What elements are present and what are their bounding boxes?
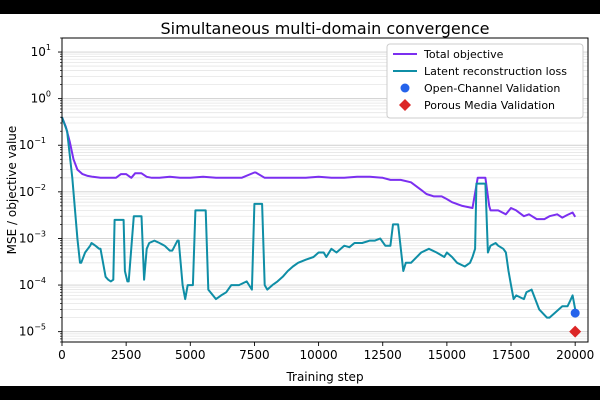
series-line-total-objective — [61, 116, 577, 221]
x-tick-label: 12500 — [364, 348, 402, 362]
legend-box — [386, 43, 584, 119]
y-tick-label: 100 — [31, 90, 51, 106]
legend-swatch — [399, 99, 411, 111]
x-tick-label: 17500 — [492, 348, 530, 362]
y-tick-label: 10−2 — [19, 183, 46, 199]
y-tick-label: 10−4 — [19, 276, 46, 292]
validation-marker-porous-media — [569, 325, 582, 338]
y-axis: 10−5 10−4 10−3 10−2 10−1 100 101 — [19, 37, 62, 343]
validation-marker-open-channel — [570, 308, 580, 318]
legend-label: Open-Channel Validation — [424, 82, 560, 95]
plot-frame — [61, 37, 589, 343]
legend: Total objective Latent reconstruction los… — [386, 43, 584, 119]
legend-label: Latent reconstruction loss — [424, 65, 567, 78]
x-tick-label: 20000 — [556, 348, 594, 362]
x-axis-label: Training step — [285, 370, 363, 384]
x-axis: 0 2500 5000 7500 10000 12500 15000 17500 20000 — [58, 342, 594, 362]
x-tick-label: 7500 — [239, 348, 270, 362]
series-layer — [61, 116, 582, 338]
series-line-latent-reconstruction-loss — [61, 116, 577, 319]
x-tick-label: 15000 — [428, 348, 466, 362]
x-tick-label: 5000 — [175, 348, 206, 362]
y-tick-label: 10−1 — [19, 136, 46, 152]
legend-swatch — [400, 83, 410, 93]
y-tick-label: 101 — [31, 43, 51, 59]
x-tick-label: 10000 — [299, 348, 337, 362]
y-axis-label: MSE / objective value — [5, 126, 19, 255]
y-tick-label: 10−5 — [19, 323, 46, 339]
legend-label: Porous Media Validation — [424, 99, 555, 112]
y-tick-label: 10−3 — [19, 229, 46, 245]
x-tick-label: 0 — [58, 348, 66, 362]
x-tick-label: 2500 — [111, 348, 142, 362]
legend-label: Total objective — [423, 48, 504, 61]
chart-title: Simultaneous multi-domain convergence — [161, 19, 490, 38]
